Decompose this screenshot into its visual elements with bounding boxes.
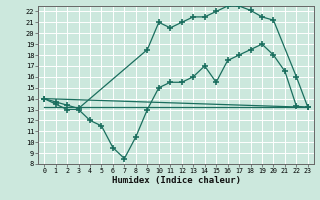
X-axis label: Humidex (Indice chaleur): Humidex (Indice chaleur) [111, 176, 241, 185]
